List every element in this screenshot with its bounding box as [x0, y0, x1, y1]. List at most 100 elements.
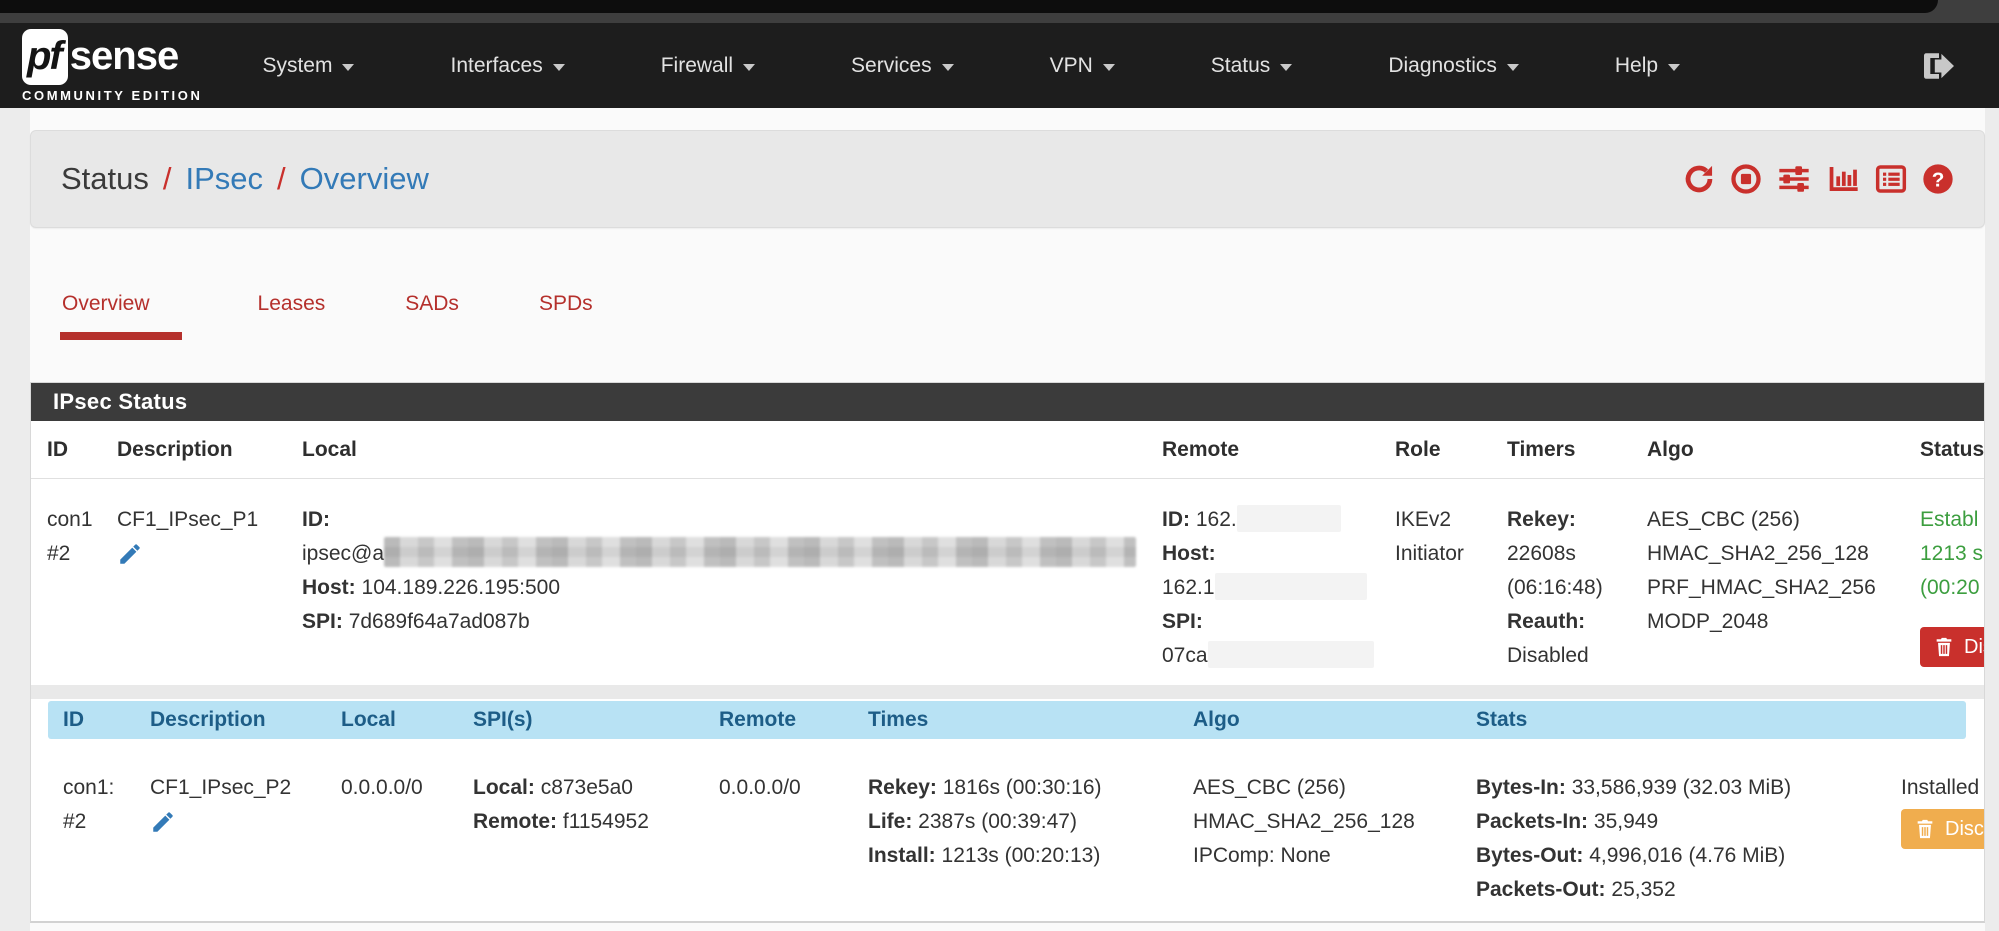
disconnect-button[interactable]: Dis — [1920, 627, 1984, 667]
p1-role-line2: Initiator — [1395, 542, 1464, 565]
nav-item-status[interactable]: Status — [1211, 54, 1293, 78]
breadcrumb-actions: ? — [1683, 163, 1954, 195]
p1-algo-line: AES_CBC (256) — [1647, 508, 1800, 531]
disconnect-button[interactable]: Disco — [1901, 809, 1984, 849]
nav-item-vpn[interactable]: VPN — [1050, 54, 1115, 78]
stop-icon[interactable] — [1730, 163, 1762, 195]
edit-pencil-icon[interactable] — [150, 809, 176, 846]
p1-id-line2: #2 — [47, 542, 71, 565]
row-separator — [31, 685, 1984, 699]
col-header-times: Times — [868, 708, 929, 731]
p1-local-id-value: ipsec@a — [302, 542, 385, 565]
window-top-strip — [0, 0, 1999, 23]
nav-item-label: Status — [1210, 53, 1271, 77]
p2-description: CF1_IPsec_P2 — [150, 776, 292, 799]
p1-description: CF1_IPsec_P1 — [117, 508, 259, 531]
breadcrumb-bar: Status / IPsec / Overview — [30, 130, 1985, 228]
p2-times-cell: Rekey: 1816s (00:30:16) Life: 2387s (00:… — [868, 771, 1193, 907]
p2-local-value: 0.0.0.0/0 — [341, 776, 423, 799]
breadcrumb-link-overview[interactable]: Overview — [299, 161, 429, 196]
col-header-id: ID — [63, 708, 84, 731]
nav-item-system[interactable]: System — [262, 53, 355, 78]
col-header-algo: Algo — [1647, 437, 1694, 461]
caret-down-icon — [342, 63, 355, 71]
p1-local-host-value: 104.189.226.195:500 — [361, 576, 561, 599]
caret-down-icon — [941, 63, 954, 71]
nav-item-services[interactable]: Services — [851, 54, 954, 78]
help-icon[interactable]: ? — [1922, 163, 1954, 195]
p1-role-line1: IKEv2 — [1395, 508, 1452, 531]
p1-table-row: con1 #2 CF1_IPsec_P1 ID: ipsec@a Host: 1… — [31, 479, 1984, 685]
p1-algo-line: MODP_2048 — [1647, 610, 1769, 633]
list-view-icon[interactable] — [1875, 163, 1907, 195]
nav-item-label: System — [262, 53, 333, 77]
p1-status-line: Establ — [1920, 508, 1979, 531]
p1-description-cell: CF1_IPsec_P1 — [117, 503, 302, 673]
trash-icon — [1917, 819, 1933, 839]
redacted-blur — [384, 537, 1137, 567]
breadcrumb: Status / IPsec / Overview — [61, 161, 429, 197]
redacted-area — [1236, 505, 1341, 532]
col-header-remote: Remote — [1162, 437, 1240, 461]
filter-sliders-icon[interactable] — [1777, 163, 1811, 195]
p1-remote-cell: ID: 162. Host: 162.1 SPI: 07ca — [1162, 503, 1395, 673]
p1-algo-cell: AES_CBC (256) HMAC_SHA2_256_128 PRF_HMAC… — [1647, 503, 1920, 673]
col-header-description: Description — [150, 708, 266, 731]
p1-remote-spi-value: 07ca — [1162, 644, 1208, 667]
nav-item-firewall[interactable]: Firewall — [661, 54, 756, 78]
logo-sense-text: sense — [69, 34, 179, 78]
nav-item-help[interactable]: Help — [1614, 53, 1681, 78]
tab-sads[interactable]: SADs — [405, 292, 459, 315]
edit-pencil-icon[interactable] — [117, 541, 143, 578]
p2-state-value: Installed — [1901, 776, 1980, 799]
p1-remote-id-label: ID: — [1162, 508, 1190, 531]
nav-menu: System Interfaces Firewall Services VPN … — [262, 54, 1921, 78]
p1-table-header: ID Description Local Remote Role Timers … — [31, 421, 1984, 479]
caret-down-icon — [743, 63, 756, 71]
sign-out-icon[interactable] — [1921, 50, 1957, 82]
chart-bar-icon[interactable] — [1826, 163, 1860, 195]
p2-state-cell: Installed Disco — [1901, 771, 1984, 907]
p1-local-host-label: Host: — [302, 576, 356, 599]
caret-down-icon — [1506, 63, 1519, 71]
caret-down-icon — [1668, 63, 1681, 71]
nav-item-label: Help — [1614, 53, 1659, 77]
col-header-timers: Timers — [1507, 437, 1576, 461]
caret-down-icon — [1102, 63, 1115, 71]
pfsense-logo[interactable]: pf sense COMMUNITY EDITION — [22, 28, 203, 103]
disconnect-button-label: Dis — [1964, 635, 1984, 658]
p2-life-label: Life: — [868, 810, 913, 833]
logo-tagline: COMMUNITY EDITION — [22, 87, 203, 103]
p1-remote-id-value: 162. — [1195, 508, 1237, 531]
p1-id-cell: con1 #2 — [47, 503, 117, 673]
p2-local-cell: 0.0.0.0/0 — [341, 771, 473, 907]
ipsec-status-panel: IPsec Status ID Description Local Remote… — [30, 382, 1985, 923]
page-content: Status / IPsec / Overview — [30, 108, 1985, 931]
nav-item-interfaces[interactable]: Interfaces — [450, 54, 565, 78]
nav-item-diagnostics[interactable]: Diagnostics — [1388, 54, 1519, 78]
panel-title: IPsec Status — [31, 383, 1984, 421]
caret-down-icon — [1280, 63, 1293, 71]
tab-spds[interactable]: SPDs — [538, 292, 593, 315]
p2-child-table: ID Description Local SPI(s) Remote Times… — [48, 701, 1984, 921]
p1-reauth-value: Disabled — [1507, 644, 1589, 667]
p1-local-spi-label: SPI: — [302, 610, 343, 633]
tab-overview[interactable]: Overview — [60, 292, 182, 340]
tab-bar: Overview Leases SADs SPDs — [60, 292, 1985, 340]
logo-pf-mark: pf — [22, 28, 68, 85]
col-header-id: ID — [47, 437, 68, 461]
navbar: pf sense COMMUNITY EDITION System Interf… — [0, 23, 1999, 108]
redacted-area — [1207, 641, 1374, 668]
p2-spis-cell: Local: c873e5a0 Remote: f1154952 — [473, 771, 719, 907]
p2-spi-local-value: c873e5a0 — [540, 776, 633, 799]
p2-algo-cell: AES_CBC (256) HMAC_SHA2_256_128 IPComp: … — [1193, 771, 1476, 907]
refresh-icon[interactable] — [1683, 163, 1715, 195]
p1-rekey-time: (06:16:48) — [1507, 576, 1603, 599]
p1-reauth-label: Reauth: — [1507, 610, 1586, 633]
p1-algo-line: HMAC_SHA2_256_128 — [1647, 542, 1869, 565]
breadcrumb-link-ipsec[interactable]: IPsec — [185, 161, 264, 196]
p1-remote-spi-label: SPI: — [1162, 610, 1203, 633]
p2-algo-line: HMAC_SHA2_256_128 — [1193, 810, 1415, 833]
tab-leases[interactable]: Leases — [257, 292, 326, 315]
p2-algo-line: IPComp: None — [1193, 844, 1331, 867]
